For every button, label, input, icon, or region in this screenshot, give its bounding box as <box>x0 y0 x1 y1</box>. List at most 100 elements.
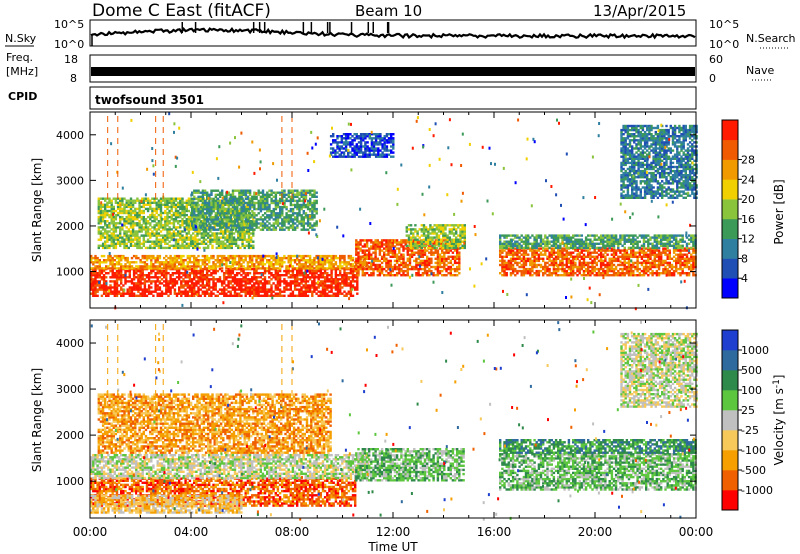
data-cell <box>261 278 265 281</box>
data-cell <box>349 276 353 279</box>
data-cell <box>387 263 390 267</box>
data-cell <box>263 292 267 295</box>
data-cell <box>248 189 252 192</box>
data-cell <box>349 259 353 262</box>
data-cell <box>236 205 239 209</box>
data-cell <box>424 238 428 241</box>
data-cell <box>226 238 229 241</box>
data-cell <box>336 290 340 293</box>
data-cell <box>270 267 273 271</box>
data-cell <box>304 263 307 266</box>
data-cell <box>368 267 371 271</box>
data-cell <box>276 284 280 287</box>
data-cell <box>193 189 196 192</box>
data-cell <box>449 255 452 258</box>
data-cell <box>174 213 178 217</box>
data-cell <box>326 254 329 258</box>
data-cell <box>268 265 271 268</box>
data-cell <box>115 261 119 264</box>
data-cell <box>428 257 431 260</box>
data-cell <box>144 207 148 211</box>
data-cell <box>423 263 427 267</box>
data-cell <box>130 286 134 289</box>
data-cell <box>311 282 314 285</box>
data-cell <box>253 205 256 209</box>
data-cell <box>212 205 215 209</box>
data-cell <box>164 228 167 231</box>
data-cell <box>242 254 245 258</box>
data-cell <box>461 224 464 227</box>
data-cell <box>438 263 442 267</box>
data-cell <box>433 228 436 231</box>
data-cell <box>162 203 165 206</box>
data-cell <box>214 205 217 209</box>
data-cell <box>211 234 214 237</box>
data-cell <box>243 238 246 241</box>
data-cell <box>321 292 325 295</box>
freq-trace <box>91 67 695 76</box>
data-cell <box>135 269 138 273</box>
data-cell <box>96 276 99 279</box>
data-cell <box>370 253 373 256</box>
data-cell <box>276 294 280 297</box>
data-cell <box>323 256 327 260</box>
data-cell <box>293 280 297 283</box>
data-cell <box>326 256 329 260</box>
data-cell <box>225 278 228 281</box>
data-cell <box>383 239 386 242</box>
data-cell <box>253 282 256 285</box>
data-cell <box>435 240 439 243</box>
data-cell <box>339 274 342 277</box>
data-cell <box>228 242 231 245</box>
data-cell <box>400 267 403 271</box>
data-cell <box>100 276 104 279</box>
data-cell <box>298 274 301 277</box>
data-cell <box>266 193 269 196</box>
data-cell <box>121 207 124 211</box>
data-cell <box>289 274 292 277</box>
data-cell <box>231 197 235 201</box>
data-cell <box>296 276 299 279</box>
data-cell <box>421 263 425 267</box>
data-cell <box>138 240 141 243</box>
data-cell <box>144 228 148 231</box>
data-cell <box>291 210 295 213</box>
data-cell <box>410 255 414 258</box>
data-cell <box>270 201 273 205</box>
data-cell <box>163 280 166 283</box>
data-cell <box>370 263 373 267</box>
data-cell <box>315 191 318 194</box>
data-cell <box>296 216 299 219</box>
data-cell <box>153 242 156 245</box>
data-cell <box>356 284 359 287</box>
data-cell <box>142 215 145 219</box>
data-cell <box>437 226 441 229</box>
data-cell <box>220 282 224 285</box>
data-cell <box>313 201 316 205</box>
data-cell <box>406 259 409 263</box>
data-cell <box>408 255 412 258</box>
data-cell <box>319 269 322 273</box>
data-cell <box>205 269 209 273</box>
data-cell <box>167 263 170 266</box>
data-cell <box>111 280 114 283</box>
data-cell <box>368 247 371 250</box>
data-cell <box>212 286 215 289</box>
data-cell <box>160 263 164 266</box>
data-cell <box>311 224 314 227</box>
data-cell <box>151 234 154 237</box>
data-cell <box>134 213 137 217</box>
data-cell <box>105 284 108 287</box>
data-cell <box>414 236 417 239</box>
data-cell <box>116 211 120 215</box>
data-cell <box>114 246 118 250</box>
data-cell <box>147 256 151 260</box>
data-cell <box>149 205 152 209</box>
data-cell <box>296 199 299 203</box>
data-cell <box>257 254 260 258</box>
data-cell <box>421 267 425 271</box>
data-cell <box>188 276 192 279</box>
data-cell <box>232 232 236 235</box>
data-cell <box>321 276 325 279</box>
data-cell <box>251 292 254 295</box>
